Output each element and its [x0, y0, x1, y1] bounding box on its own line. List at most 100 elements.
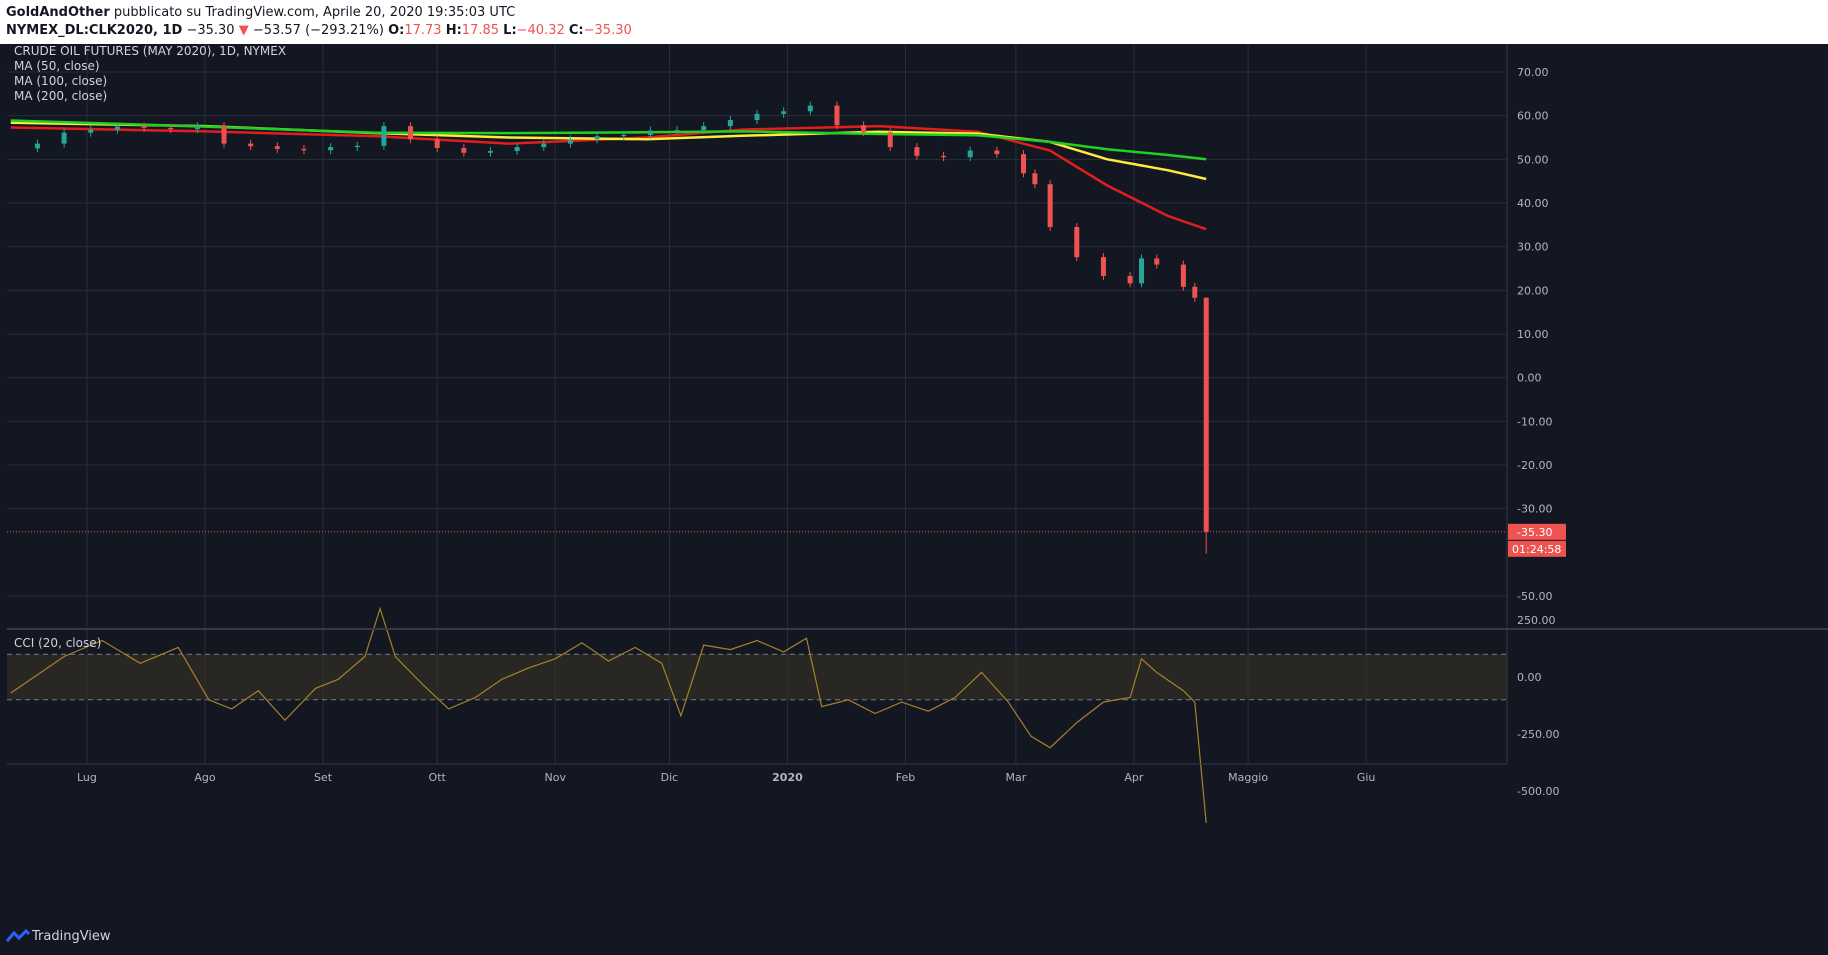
x-tick-label: 2020	[772, 771, 803, 784]
legend-ma-50-line[interactable]: MA (50, close)	[14, 59, 100, 73]
x-tick-label: Dic	[661, 771, 679, 784]
candle-body[interactable]	[1032, 173, 1038, 185]
candle-body[interactable]	[381, 126, 387, 146]
candle-body[interactable]	[1192, 286, 1198, 298]
candle-body[interactable]	[1139, 258, 1145, 284]
candle-body[interactable]	[1203, 297, 1209, 532]
candle-body[interactable]	[461, 147, 467, 153]
y-tick-label: 60.00	[1517, 110, 1549, 123]
candle-body[interactable]	[621, 134, 627, 137]
author-name[interactable]: GoldAndOther	[6, 5, 110, 20]
candle-body[interactable]	[221, 126, 227, 144]
x-tick-label: Feb	[896, 771, 915, 784]
cci-band	[7, 654, 1507, 700]
candle-body[interactable]	[1154, 258, 1160, 265]
candle-body[interactable]	[887, 132, 893, 148]
candle-body[interactable]	[647, 130, 653, 135]
candle-body[interactable]	[781, 111, 787, 114]
tradingview-logo-icon[interactable]	[5, 928, 31, 947]
x-tick-label: Ott	[429, 771, 447, 784]
y-tick-label: 50.00	[1517, 153, 1549, 166]
candle-body[interactable]	[1180, 264, 1186, 287]
candle-body[interactable]	[1047, 184, 1053, 228]
cci-title[interactable]: CCI (20, close)	[14, 636, 101, 650]
cci-line[interactable]	[10, 606, 1207, 823]
candle-body[interactable]	[1100, 257, 1106, 276]
candle-body[interactable]	[754, 113, 760, 121]
candle-body[interactable]	[408, 126, 414, 140]
price-change: −53.57 (−293.21%)	[252, 23, 384, 38]
candle-body[interactable]	[914, 147, 920, 156]
candle-body[interactable]	[941, 155, 947, 158]
candle-body[interactable]	[674, 130, 680, 132]
x-tick-label: Set	[314, 771, 333, 784]
candle-body[interactable]	[34, 143, 40, 149]
open-label: O:	[388, 23, 405, 38]
candle-body[interactable]	[168, 127, 174, 130]
y-tick-label: -10.00	[1517, 415, 1552, 428]
y-tick-label: 10.00	[1517, 328, 1549, 341]
candle-body[interactable]	[301, 148, 307, 151]
chart-title[interactable]: CRUDE OIL FUTURES (MAY 2020), 1D, NYMEX	[14, 44, 286, 58]
cci-y-tick-label: -500.00	[1517, 785, 1559, 798]
countdown-tag	[1508, 540, 1566, 557]
y-tick-label: -20.00	[1517, 459, 1552, 472]
candle-body[interactable]	[514, 147, 520, 152]
x-tick-label: Mar	[1006, 771, 1027, 784]
ma-200-line[interactable]	[10, 119, 1207, 161]
candle-body[interactable]	[807, 105, 813, 112]
candle-body[interactable]	[354, 145, 360, 148]
low-value: −40.32	[516, 23, 565, 38]
candle-body[interactable]	[434, 139, 440, 148]
footer: TradingView	[0, 919, 1828, 955]
candle-body[interactable]	[248, 143, 254, 147]
candle-body[interactable]	[594, 136, 600, 140]
candle-body[interactable]	[488, 151, 494, 153]
cci-y-tick-label: -250.00	[1517, 728, 1559, 741]
legend-ma-100-line[interactable]: MA (100, close)	[14, 74, 107, 88]
chart-header: GoldAndOther pubblicato su TradingView.c…	[0, 0, 1828, 44]
open-value: 17.73	[404, 23, 442, 38]
last-price-tag-text: -35.30	[1517, 526, 1552, 539]
candle-body[interactable]	[61, 132, 67, 144]
tradingview-brand[interactable]: TradingView	[32, 929, 111, 944]
candle-body[interactable]	[834, 105, 840, 126]
down-arrow-icon: ▼	[238, 23, 249, 38]
y-tick-label: 30.00	[1517, 241, 1549, 254]
close-value: −35.30	[583, 23, 632, 38]
candle-body[interactable]	[967, 150, 973, 158]
countdown-tag-text: 01:24:58	[1512, 543, 1561, 556]
published-text: pubblicato su TradingView.com, Aprile 20…	[109, 5, 516, 20]
y-tick-label: 20.00	[1517, 284, 1549, 297]
candle-body[interactable]	[274, 146, 280, 149]
cci-y-tick-label: 0.00	[1517, 671, 1542, 684]
candle-body[interactable]	[861, 125, 867, 133]
candle-body[interactable]	[88, 129, 94, 133]
candle-body[interactable]	[141, 126, 147, 128]
candle-body[interactable]	[1074, 227, 1080, 258]
close-label: C:	[568, 23, 584, 38]
x-tick-label: Maggio	[1228, 771, 1268, 784]
y-tick-label: 0.00	[1517, 372, 1542, 385]
chart-area[interactable]: 70.00 60.00 50.00 40.00 30.00 20.00 10.00 0.00 -…	[0, 44, 1828, 919]
high-label: H:	[445, 23, 462, 38]
y-tick-label: -30.00	[1517, 503, 1552, 516]
candle-body[interactable]	[194, 126, 200, 130]
candle-body[interactable]	[567, 139, 573, 144]
high-value: 17.85	[461, 23, 500, 38]
chart-svg[interactable]: 70.00 60.00 50.00 40.00 30.00 20.00 10.00 0.00 -…	[0, 44, 1828, 919]
legend-ma-200-line[interactable]: MA (200, close)	[14, 89, 107, 103]
symbol-info: NYMEX_DL:CLK2020, 1D −35.30 ▼ −53.57 (−2…	[6, 23, 632, 38]
ma-50-line[interactable]	[10, 124, 1207, 231]
candle-body[interactable]	[727, 120, 733, 127]
candle-body[interactable]	[701, 126, 707, 131]
x-tick-label: Nov	[544, 771, 566, 784]
candle-body[interactable]	[1020, 154, 1026, 174]
candle-body[interactable]	[541, 143, 547, 148]
y-tick-label: 70.00	[1517, 66, 1549, 79]
candle-body[interactable]	[1127, 275, 1133, 284]
candle-body[interactable]	[994, 150, 1000, 155]
candle-body[interactable]	[328, 147, 334, 151]
symbol-name: NYMEX_DL:CLK2020, 1D	[6, 23, 183, 38]
candle-body[interactable]	[114, 126, 120, 130]
